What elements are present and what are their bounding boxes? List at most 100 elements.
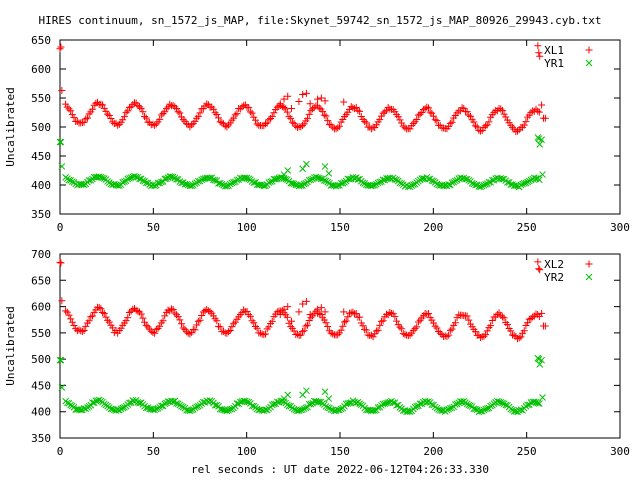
data-point <box>104 316 112 324</box>
data-point <box>159 109 167 117</box>
data-point <box>406 125 414 133</box>
data-point <box>248 402 256 410</box>
data-point <box>463 108 471 116</box>
data-point <box>126 174 133 182</box>
x-tick-label: 150 <box>330 221 350 234</box>
data-point <box>314 305 322 313</box>
data-point <box>183 180 190 188</box>
data-point <box>88 105 96 113</box>
data-point <box>317 311 325 319</box>
data-point <box>107 114 115 122</box>
data-point <box>260 331 268 339</box>
data-point <box>283 108 291 116</box>
data-point <box>536 52 544 60</box>
data-point <box>356 313 364 321</box>
data-point <box>161 312 169 320</box>
data-point <box>297 182 305 189</box>
data-point <box>359 322 367 330</box>
data-point <box>440 124 448 132</box>
data-point <box>436 329 444 337</box>
data-point <box>68 178 76 185</box>
data-point <box>377 112 385 120</box>
data-point <box>188 406 195 414</box>
data-point <box>174 108 182 116</box>
data-point <box>421 105 429 113</box>
data-point <box>226 406 234 413</box>
data-point <box>276 310 284 318</box>
data-point <box>536 400 543 407</box>
data-point <box>188 182 195 190</box>
data-point <box>376 116 384 124</box>
data-point <box>137 104 145 112</box>
data-point <box>480 332 488 340</box>
data-point <box>514 127 522 135</box>
data-point <box>171 103 179 111</box>
data-point <box>196 109 204 117</box>
data-point <box>324 117 332 125</box>
data-point <box>194 317 202 325</box>
data-point <box>70 321 78 329</box>
data-point <box>514 335 522 343</box>
data-point <box>169 102 177 110</box>
data-point <box>280 305 288 313</box>
data-point <box>482 122 490 130</box>
data-point <box>344 313 352 321</box>
data-point <box>105 112 113 120</box>
data-point <box>70 114 78 122</box>
data-point <box>423 310 431 318</box>
data-point <box>340 318 348 326</box>
data-point <box>82 322 90 330</box>
data-point <box>283 313 291 321</box>
x-tick-label: 50 <box>147 221 160 234</box>
data-point <box>112 119 120 127</box>
data-point <box>119 116 127 124</box>
data-point <box>88 312 96 320</box>
y-axis-label: Uncalibrated <box>4 87 17 166</box>
data-point <box>282 175 290 183</box>
data-point <box>337 326 345 334</box>
data-point <box>68 318 76 326</box>
data-point <box>302 89 310 97</box>
data-point <box>121 178 128 185</box>
data-point <box>248 317 256 325</box>
data-point <box>535 265 543 273</box>
data-point <box>535 49 543 57</box>
data-point <box>268 317 276 325</box>
data-point <box>317 175 325 183</box>
data-point <box>221 122 229 130</box>
data-point <box>171 309 179 317</box>
series-XL1 <box>56 42 549 136</box>
data-point <box>161 108 169 116</box>
data-point <box>85 317 93 325</box>
x-tick-label: 0 <box>57 445 64 458</box>
data-point <box>298 327 306 335</box>
data-point <box>334 331 342 339</box>
data-point <box>414 318 422 326</box>
data-point <box>287 114 295 122</box>
data-point <box>394 113 402 121</box>
data-point <box>270 400 278 408</box>
data-point <box>448 118 456 126</box>
data-point <box>141 112 149 120</box>
data-point <box>478 127 486 135</box>
legend-label-YR1: YR1 <box>544 57 564 70</box>
data-point <box>315 104 323 112</box>
data-point <box>136 308 144 316</box>
data-point <box>63 308 71 316</box>
data-point <box>83 114 91 122</box>
data-point <box>423 103 431 111</box>
data-point <box>446 119 454 127</box>
data-point <box>527 176 535 184</box>
data-point <box>527 108 535 116</box>
data-point <box>324 323 332 331</box>
data-point <box>114 121 122 129</box>
data-point <box>303 387 310 395</box>
data-point <box>99 101 107 109</box>
data-point <box>183 120 191 128</box>
y-tick-label: 650 <box>31 34 51 47</box>
legend-marker <box>585 59 593 67</box>
data-point <box>396 323 404 331</box>
data-point <box>411 403 419 411</box>
data-point <box>339 115 347 123</box>
data-point <box>483 405 491 412</box>
